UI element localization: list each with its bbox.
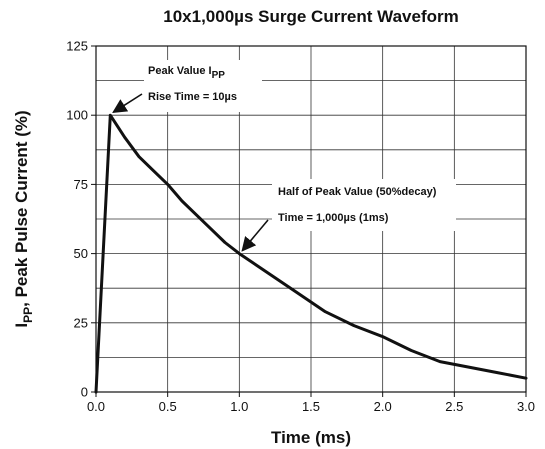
- annotation-1-line-1: Time = 1,000µs (1ms): [278, 212, 389, 224]
- y-axis-ticks: 0 25 50 75 100 125: [66, 39, 96, 400]
- annotation-box-0: [144, 60, 262, 112]
- y-tick-label-3: 75: [74, 177, 88, 192]
- annotation-0-subscript: PP: [212, 70, 226, 81]
- y-tick-label-1: 25: [74, 315, 88, 330]
- y-tick-label-0: 0: [81, 385, 88, 400]
- annotation-arrow-1: [241, 219, 269, 252]
- y-tick-label-5: 125: [66, 39, 88, 54]
- x-tick-label-5: 2.5: [445, 399, 463, 414]
- y-axis-label: IPP, Peak Pulse Current (%): [12, 110, 35, 327]
- x-tick-label-2: 1.0: [230, 399, 248, 414]
- annotation-0-line-0: Peak Value IPP: [148, 65, 225, 81]
- annotation-backgrounds: [144, 60, 456, 231]
- chart-title: 10x1,000µs Surge Current Waveform: [163, 7, 458, 26]
- x-axis-label: Time (ms): [271, 428, 351, 447]
- annotation-box-1: [272, 179, 456, 231]
- series-line-0: [94, 113, 528, 394]
- x-tick-label-4: 2.0: [374, 399, 392, 414]
- annotation-1-line-0: Half of Peak Value (50%decay): [278, 186, 437, 198]
- annotation-arrow-0: [112, 93, 143, 113]
- series-layer: [94, 113, 528, 394]
- y-tick-label-2: 50: [74, 246, 88, 261]
- x-tick-label-6: 3.0: [517, 399, 535, 414]
- x-axis-ticks: 0.0 0.5 1.0 1.5 2.0 2.5 3.0: [87, 392, 535, 414]
- y-tick-label-4: 100: [66, 108, 88, 123]
- x-tick-label-0: 0.0: [87, 399, 105, 414]
- y-axis-label-rest: , Peak Pulse Current (%): [12, 110, 31, 307]
- y-axis-label-main: I: [12, 323, 31, 328]
- annotations-layer: Peak Value IPP Rise Time = 10µs Half of Pe…: [112, 65, 437, 252]
- y-axis-label-subscript: PP: [21, 307, 35, 323]
- x-tick-label-3: 1.5: [302, 399, 320, 414]
- annotation-0-line-1: Rise Time = 10µs: [148, 91, 237, 103]
- x-tick-label-1: 0.5: [159, 399, 177, 414]
